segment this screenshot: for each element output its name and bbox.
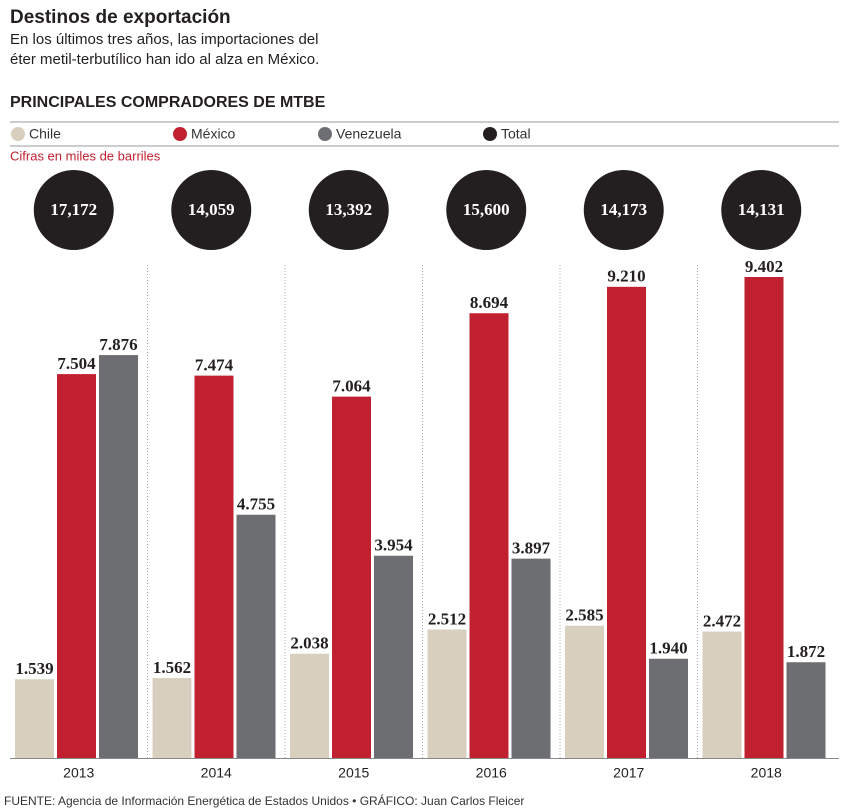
x-tick-label: 2017	[613, 765, 644, 781]
total-label: 15,600	[463, 200, 510, 219]
total-circle	[171, 170, 252, 250]
value-label: 1.539	[15, 659, 53, 678]
total-label: 14,059	[188, 200, 235, 219]
value-label: 7.064	[332, 377, 371, 396]
x-tick-label: 2013	[63, 765, 94, 781]
bar	[565, 625, 604, 758]
x-tick-label: 2016	[476, 765, 507, 781]
value-label: 9.402	[745, 257, 783, 276]
value-label: 3.897	[512, 539, 551, 558]
total-circle	[446, 170, 527, 250]
x-tick-label: 2015	[338, 765, 369, 781]
bar	[786, 662, 826, 758]
value-label: 1.940	[649, 639, 687, 658]
total-circle	[583, 170, 664, 250]
bar	[469, 313, 509, 758]
value-label: 7.876	[99, 335, 137, 354]
bar	[236, 514, 276, 758]
legend-label: Total	[501, 126, 531, 142]
value-label: 2.585	[565, 606, 603, 625]
value-label: 1.562	[153, 658, 191, 677]
legend-marker	[483, 127, 497, 141]
total-label: 13,392	[325, 200, 372, 219]
value-label: 9.210	[607, 267, 645, 286]
bar	[152, 678, 192, 758]
total-circle	[33, 170, 114, 250]
bar	[607, 286, 646, 758]
legend-label: Chile	[29, 126, 61, 142]
legend-label: Venezuela	[336, 126, 402, 142]
total-label: 14,173	[600, 200, 647, 219]
total-label: 14,131	[738, 200, 785, 219]
value-label: 2.472	[703, 611, 741, 630]
bar	[57, 374, 96, 758]
bar	[332, 396, 371, 758]
total-circle	[721, 170, 802, 250]
subtitle: éter metil-terbutílico han ido al alza e…	[10, 51, 319, 68]
bar	[290, 653, 329, 758]
bar	[702, 631, 742, 758]
subtitle: En los últimos tres años, las importacio…	[10, 31, 318, 48]
chart-title: Destinos de exportación	[10, 7, 231, 28]
value-label: 4.755	[237, 495, 275, 514]
x-tick-label: 2014	[201, 765, 232, 781]
bar	[99, 355, 138, 758]
legend-marker	[318, 127, 332, 141]
value-label: 7.474	[195, 356, 234, 375]
bar	[194, 375, 234, 758]
value-label: 7.504	[57, 354, 96, 373]
value-label: 8.694	[470, 293, 509, 312]
total-label: 17,172	[50, 200, 97, 219]
section-title: PRINCIPALES COMPRADORES DE MTBE	[10, 94, 326, 111]
value-label: 2.038	[290, 634, 328, 653]
bar	[744, 277, 784, 758]
bar	[427, 629, 467, 758]
bar	[15, 679, 54, 758]
legend-label: México	[191, 126, 236, 142]
total-circle	[308, 170, 389, 250]
value-label: 2.512	[428, 609, 466, 628]
value-label: 1.872	[787, 642, 825, 661]
value-label: 3.954	[374, 536, 413, 555]
bar	[649, 658, 688, 758]
x-tick-label: 2018	[751, 765, 782, 781]
bar	[374, 555, 413, 758]
legend-marker	[11, 127, 25, 141]
legend-marker	[173, 127, 187, 141]
note: Cifras en miles de barriles	[10, 148, 161, 163]
source: FUENTE: Agencia de Información Energétic…	[4, 793, 524, 808]
bar	[511, 558, 551, 758]
